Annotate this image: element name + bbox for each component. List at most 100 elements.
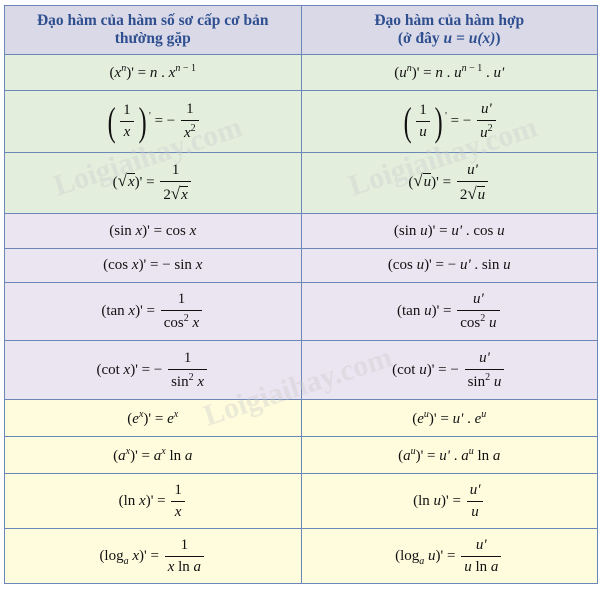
- table-row: (ln x)' = 1 x (ln u)' = u' u: [4, 473, 598, 529]
- math-text: 2: [485, 371, 491, 383]
- denominator: x ln a: [165, 557, 204, 576]
- square-root: √u: [467, 184, 486, 203]
- math-text: )' = −: [130, 361, 167, 378]
- numerator: 1: [168, 349, 208, 370]
- formula-basic: (xn)' = n . xn − 1: [4, 54, 302, 91]
- math-text: (sin: [393, 222, 421, 239]
- radical-sign: √: [170, 184, 181, 203]
- superscript: 2: [191, 123, 196, 134]
- formula-composite: (tan u)' = u' cos2 u: [300, 282, 598, 341]
- formula-composite: (cos u)' = − u' . sin u: [300, 248, 598, 283]
- math-variable: x: [161, 445, 166, 457]
- table-row: (1 x) ' = − 1 x2(1 u) ' = − u' u2: [4, 90, 598, 153]
- math-text: .: [157, 65, 169, 81]
- formula-composite: (√u)' = u' 2√u: [300, 152, 598, 214]
- math-text: )' =: [431, 174, 455, 191]
- math-variable: u: [428, 547, 436, 564]
- math-variable: x: [132, 547, 140, 564]
- fraction: 1 2√x: [160, 162, 191, 204]
- math-text: 2: [480, 313, 486, 324]
- superscript: x: [161, 446, 165, 457]
- math-variable: e: [474, 410, 482, 427]
- math-variable: x: [131, 257, 139, 273]
- header-basic-functions: Đạo hàm của hàm số sơ cấp cơ bản thường …: [4, 5, 302, 55]
- superscript: 2: [184, 313, 189, 324]
- square-root: √x: [118, 171, 135, 191]
- radicand: u: [476, 186, 486, 203]
- numerator: u': [466, 482, 484, 502]
- math-variable: u: [423, 408, 429, 420]
- math-variable: u': [473, 291, 484, 307]
- math-text: cos: [163, 315, 184, 331]
- math-variable: u': [467, 162, 478, 178]
- radicand: x: [180, 186, 188, 203]
- numerator: u': [464, 350, 505, 370]
- math-variable: x: [123, 124, 131, 140]
- math-variable: u: [433, 492, 442, 509]
- math-text: )' =: [134, 174, 159, 191]
- header-right-line2-post: ): [495, 30, 501, 47]
- math-text: (: [398, 447, 404, 464]
- math-text: 1: [183, 349, 192, 366]
- numerator: 1: [416, 102, 430, 122]
- math-text: sin: [171, 373, 189, 390]
- math-text: (: [113, 447, 119, 464]
- superscript: 2: [189, 372, 194, 383]
- math-text: )' =: [415, 447, 440, 464]
- math-text: (log: [395, 547, 420, 564]
- superscript: n: [121, 63, 126, 74]
- denominator: sin2 x: [168, 370, 207, 391]
- numerator: 1: [160, 162, 191, 182]
- formula-basic: (√x)' = 1 2√x: [4, 152, 302, 214]
- denominator: cos2 x: [161, 311, 202, 332]
- math-text: (tan: [397, 302, 425, 319]
- math-text: )' =: [411, 65, 436, 81]
- math-text: .: [463, 410, 475, 427]
- math-variable: x: [139, 492, 146, 509]
- math-variable: u': [452, 410, 464, 427]
- math-variable: x: [181, 187, 188, 203]
- header-left-text: Đạo hàm của hàm số sơ cấp cơ bản thường …: [36, 12, 269, 47]
- left-paren: (: [107, 98, 116, 144]
- math-variable: u: [416, 257, 425, 273]
- math-text: 1: [171, 162, 180, 178]
- math-text: 1: [174, 481, 182, 498]
- formula-composite: (eu)' = u' . eu: [300, 399, 598, 437]
- math-text: (ln: [118, 492, 140, 509]
- math-text: (: [412, 410, 418, 427]
- math-variable: u: [477, 187, 486, 203]
- math-text: ': [445, 110, 447, 122]
- superscript: x: [174, 409, 178, 420]
- math-text: = −: [446, 112, 476, 129]
- math-text: ln: [165, 447, 185, 464]
- math-text: )' = cos: [142, 222, 190, 239]
- math-variable: x: [192, 315, 200, 331]
- formula-composite: (ln u)' = u' u: [300, 473, 598, 529]
- table-row: (tan x)' = 1 cos2 x (tan u)' = u' cos2 u: [4, 282, 598, 341]
- math-text: 1: [186, 101, 194, 117]
- math-variable: x: [195, 257, 203, 273]
- math-variable: u: [503, 257, 511, 273]
- header-right-line2-pre: (ở đây: [397, 30, 444, 47]
- math-text: . cos: [462, 222, 498, 239]
- math-variable: x: [183, 125, 191, 141]
- math-text: ln: [471, 558, 491, 575]
- header-composite-functions: Đạo hàm của hàm hợp (ở đây u = u(x)): [300, 5, 598, 55]
- math-variable: u: [481, 408, 487, 420]
- math-text: cos: [460, 315, 481, 331]
- parentheses: (1 x): [105, 98, 149, 144]
- math-text: )' =: [130, 447, 154, 464]
- radicand: x: [126, 173, 135, 191]
- fraction: u' cos2 u: [457, 291, 500, 332]
- formula-composite: (loga u)' = u' u ln a: [300, 528, 598, 584]
- math-variable: u': [451, 222, 463, 239]
- math-text: (ln: [413, 492, 434, 509]
- math-text: )' =: [428, 410, 453, 427]
- math-text: 2: [163, 187, 171, 203]
- math-variable: n: [121, 63, 127, 74]
- header-right-line2-math: u = u(x): [443, 30, 496, 47]
- math-text: (: [127, 410, 133, 427]
